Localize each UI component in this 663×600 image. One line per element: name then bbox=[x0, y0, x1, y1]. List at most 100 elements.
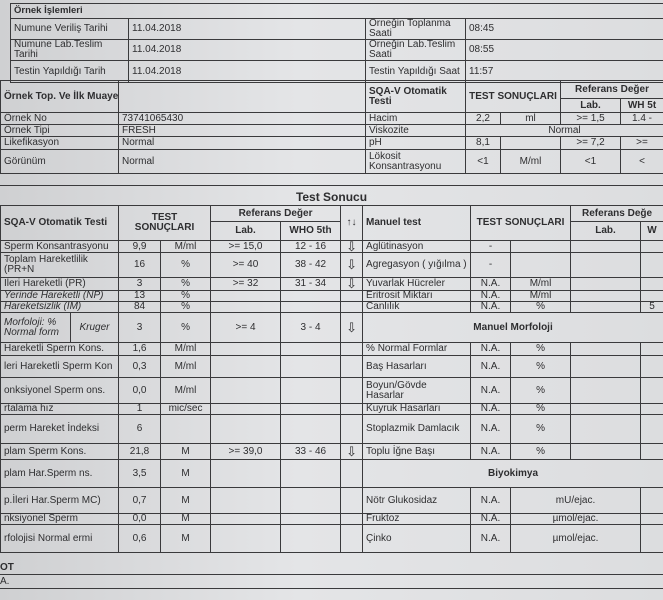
down-arrow-icon: ⇩ bbox=[340, 312, 364, 343]
field-label: Örneğin Lab.Teslim Saati bbox=[365, 39, 466, 61]
test-unit: % bbox=[160, 277, 212, 291]
empty-cell bbox=[640, 513, 663, 525]
who-reference bbox=[280, 459, 342, 488]
test-value: 0,0 bbox=[118, 377, 162, 404]
who-reference bbox=[280, 414, 342, 444]
test-value: 3 bbox=[118, 312, 162, 343]
field-label: Likefikasyon bbox=[0, 136, 119, 150]
empty-cell bbox=[340, 487, 364, 514]
who-reference bbox=[640, 443, 663, 460]
test-name: Hareketsizlik (IM) bbox=[0, 301, 120, 313]
lab-reference bbox=[570, 377, 642, 404]
table-row: Numune Veriliş Tarihi 11.04.2018 Örneğin T… bbox=[10, 18, 663, 40]
who-reference bbox=[280, 513, 342, 525]
test-unit: % bbox=[510, 355, 572, 378]
field-label: Numune Veriliş Tarihi bbox=[10, 18, 129, 40]
table-row: Örnek Tipi FRESH Viskozite Normal bbox=[0, 124, 663, 137]
test-unit: M bbox=[160, 443, 212, 460]
test-value: 3,5 bbox=[118, 459, 162, 488]
test-unit: M/ml bbox=[510, 277, 572, 291]
sample-processing-table: Numune Veriliş Tarihi 11.04.2018 Örneğin T… bbox=[10, 18, 663, 83]
notes-text: A. bbox=[0, 576, 10, 587]
who-reference bbox=[640, 290, 663, 302]
field-label: Örnek Tipi bbox=[0, 124, 119, 137]
test-name: Boyun/Gövde Hasarlar bbox=[362, 377, 472, 404]
who-header: WH 5t bbox=[619, 98, 663, 113]
test-name: İleri Hareketli (PR) bbox=[0, 277, 120, 291]
test-unit: % bbox=[510, 301, 572, 313]
test-value: 1,6 bbox=[118, 342, 162, 356]
lab-reference bbox=[210, 487, 282, 514]
who-reference bbox=[640, 403, 663, 415]
who-reference: 5 bbox=[640, 301, 663, 313]
table-row: rfolojisi Normal ermi 0,6 M Çinko N.A. µmol/e… bbox=[0, 524, 663, 553]
who-reference bbox=[280, 524, 342, 553]
down-arrow-icon: ⇩ bbox=[340, 443, 364, 460]
lab-reference bbox=[570, 414, 642, 444]
who-reference: 3 - 4 bbox=[280, 312, 342, 343]
table-row: Testin Yapıldığı Tarih 11.04.2018 Testin Y… bbox=[10, 60, 663, 83]
who-reference bbox=[640, 342, 663, 356]
test-value: 1 bbox=[118, 403, 162, 415]
test-value: N.A. bbox=[470, 355, 512, 378]
test-value: 0,7 bbox=[118, 487, 162, 514]
lab-reference bbox=[210, 403, 282, 415]
test-name: pH bbox=[365, 136, 466, 150]
test-value: 0,3 bbox=[118, 355, 162, 378]
table-row: SQA-V Otomatik Testi TEST SONUÇLARI Refera… bbox=[0, 205, 663, 241]
test-name: nksiyonel Sperm bbox=[0, 513, 120, 525]
section-title: Örnek Top. Ve İlk Muayene bbox=[0, 80, 119, 113]
test-value: N.A. bbox=[470, 301, 512, 313]
lab-reference bbox=[210, 459, 282, 488]
who-reference bbox=[280, 377, 342, 404]
test-name: perm Hareket İndeksi bbox=[0, 414, 120, 444]
test-value: 21,8 bbox=[118, 443, 162, 460]
test-name: Hacim bbox=[365, 112, 466, 125]
section-subtitle: Biyokimya bbox=[362, 459, 663, 488]
empty-cell bbox=[340, 355, 364, 378]
table-row: Örnek No 73741065430 Hacim 2,2 ml >= 1,5 1.4 - bbox=[0, 112, 663, 125]
test-value: N.A. bbox=[470, 524, 512, 553]
results-header: TEST SONUÇLARI bbox=[118, 205, 212, 241]
test-unit: M bbox=[160, 513, 212, 525]
test-name: Nötr Glukosidaz bbox=[362, 487, 472, 514]
empty-cell bbox=[340, 377, 364, 404]
test-unit bbox=[510, 240, 572, 253]
field-label: Örnek No bbox=[0, 112, 119, 125]
test-unit: M/ml bbox=[160, 342, 212, 356]
test-value: 16 bbox=[118, 252, 162, 278]
test-value: <1 bbox=[465, 149, 501, 174]
empty-cell bbox=[340, 290, 364, 302]
empty-cell bbox=[340, 403, 364, 415]
test-unit: M/ml bbox=[510, 290, 572, 302]
field-value: 08:45 bbox=[465, 18, 663, 40]
test-name: Çinko bbox=[362, 524, 472, 553]
sort-arrows-icon: ↑↓ bbox=[340, 205, 364, 241]
field-label: Görünüm bbox=[0, 149, 119, 174]
table-row: Görünüm Normal Lökosit Konsantrasyonu <1 M/m… bbox=[0, 149, 663, 174]
test-name: rtalama hız bbox=[0, 403, 120, 415]
empty-cell bbox=[640, 524, 663, 553]
table-row: p.İleri Har.Sperm MC) 0,7 M Nötr Glukosidaz… bbox=[0, 487, 663, 514]
table-row: Yerinde Hareketli (NP) 13% Eritrosit Mikta… bbox=[0, 290, 663, 302]
lab-reference: >= 40 bbox=[210, 252, 282, 278]
sqa-header: SQA-V Otomatik Testi bbox=[0, 205, 120, 241]
empty-cell bbox=[640, 487, 663, 514]
lab-reference bbox=[210, 414, 282, 444]
lab-reference: >= 7,2 bbox=[560, 136, 621, 150]
table-row: Lab. WHO 5th Lab. W bbox=[1, 221, 663, 241]
test-name: Fruktoz bbox=[362, 513, 472, 525]
table-row: plam Sperm Kons. 21,8 M >= 39,0 33 - 46 ⇩ Topl… bbox=[0, 443, 663, 460]
test-name: p.İleri Har.Sperm MC) bbox=[0, 487, 120, 514]
who-reference bbox=[280, 301, 342, 313]
test-unit: µmol/ejac. bbox=[510, 524, 642, 553]
test-value: 0,6 bbox=[118, 524, 162, 553]
test-value: N.A. bbox=[470, 414, 512, 444]
test-name: Stoplazmik Damlacık bbox=[362, 414, 472, 444]
test-name: Aglütinasyon bbox=[362, 240, 472, 253]
lab-reference: >= 4 bbox=[210, 312, 282, 343]
test-name: Morfoloji: % Normal form bbox=[0, 312, 71, 343]
manual-who-header: W bbox=[640, 221, 663, 241]
who-reference: 1.4 - bbox=[619, 112, 663, 125]
field-value: 73741065430 bbox=[118, 112, 366, 125]
